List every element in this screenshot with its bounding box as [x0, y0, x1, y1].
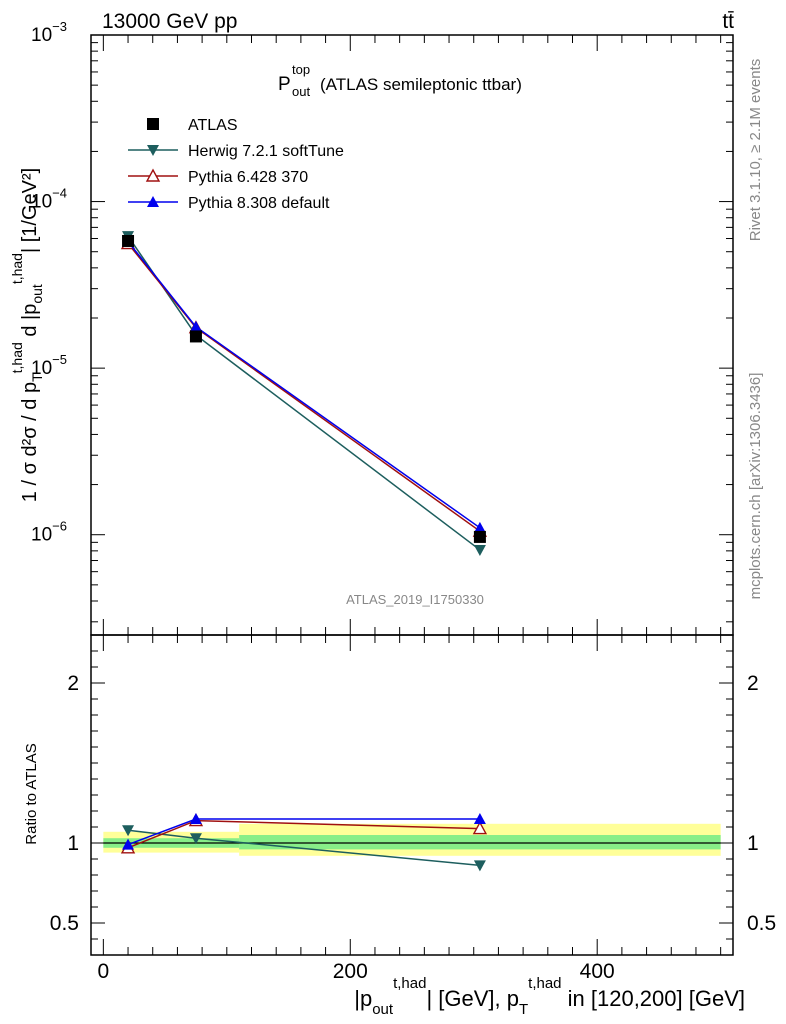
ratio-point-pythia-8-308-default	[473, 813, 486, 824]
data-point-atlas	[122, 234, 135, 247]
process-label: tt̄	[722, 10, 734, 33]
y-tick-label: 10−6	[31, 519, 67, 546]
ratio-point-herwig-7-2-1-softtune	[473, 860, 486, 872]
ratio-point-pythia-8-308-default	[122, 838, 135, 850]
x-tick-label: 0	[98, 960, 110, 983]
data-point-herwig-7-2-1-softtune	[473, 544, 486, 556]
ratio-panel: 0.5 0.5 1 1 2 2 0 200 400	[50, 634, 776, 983]
ratio-point-herwig-7-2-1-softtune	[189, 833, 202, 845]
main-y-axis-label: 1 / σ d²σ / d pTt,had d |poutt,had| [1/G…	[9, 168, 45, 502]
data-point-pythia-8-308-default	[189, 320, 202, 332]
ratio-y-tick-label-right: 0.5	[747, 912, 776, 935]
ratio-y-tick-label: 1	[67, 832, 79, 855]
series-line-pythia-8-308-default	[127, 241, 481, 529]
ratio-y-tick-label-right: 1	[747, 832, 759, 855]
ratio-point-herwig-7-2-1-softtune	[122, 825, 135, 837]
legend-marker	[145, 168, 161, 182]
svg-text:1 / σ d²σ / d pTt,had d |poutt: 1 / σ d²σ / d pTt,had d |poutt,had| [1/G…	[9, 168, 45, 502]
series-line-pythia-6-428-370	[127, 243, 481, 532]
svg-text:|poutt,had| [GeV], pTt,had in: |poutt,had| [GeV], pTt,had in [120,200] …	[354, 975, 745, 1018]
data-point-atlas	[473, 530, 486, 543]
uncertainty-band-inner	[239, 835, 721, 850]
legend-label: ATLAS	[188, 117, 238, 134]
analysis-id-label: ATLAS_2019_I1750330	[346, 592, 484, 607]
svg-text:(ATLAS semileptonic ttbar): (ATLAS semileptonic ttbar)	[320, 75, 522, 94]
x-axis-label: |poutt,had| [GeV], pTt,had in [120,200] …	[354, 975, 745, 1018]
energy-label: 13000 GeV pp	[102, 10, 237, 33]
ratio-y-tick-label: 2	[67, 672, 79, 695]
legend-label: Pythia 6.428 370	[188, 169, 308, 186]
ratio-y-axis-label: Ratio to ATLAS	[23, 743, 40, 844]
source-label: mcplots.cern.ch [arXiv:1306.3436]	[747, 373, 764, 600]
x-tick-label: 200	[333, 960, 368, 983]
legend-label: Pythia 8.308 default	[188, 195, 330, 212]
ratio-point-pythia-8-308-default	[189, 813, 202, 824]
ratio-y-tick-label: 0.5	[50, 912, 79, 935]
ratio-plot-frame	[90, 634, 734, 956]
data-point-atlas	[189, 330, 202, 343]
legend-marker	[147, 145, 159, 156]
data-point-pythia-8-308-default	[473, 521, 486, 533]
main-panel: 10−610−510−410−3	[31, 19, 734, 636]
x-tick-label: 400	[580, 960, 615, 983]
svg-text:P: P	[278, 74, 291, 95]
svg-text:top: top	[292, 62, 310, 77]
chart-title: P top out (ATLAS semileptonic ttbar)	[278, 62, 522, 99]
ratio-point-pythia-6-428-370	[472, 821, 488, 835]
legend-marker	[147, 196, 159, 207]
legend-marker	[147, 118, 159, 130]
legend-label: Herwig 7.2.1 softTune	[188, 143, 344, 160]
rivet-version-label: Rivet 3.1.10, ≥ 2.1M events	[747, 59, 764, 242]
ratio-y-tick-label-right: 2	[747, 672, 759, 695]
legend: ATLAS Herwig 7.2.1 softTune Pythia 6.428 3…	[128, 117, 344, 212]
series-line-herwig-7-2-1-softtune	[127, 235, 481, 551]
y-tick-label: 10−3	[31, 19, 67, 46]
svg-text:out: out	[292, 84, 310, 99]
